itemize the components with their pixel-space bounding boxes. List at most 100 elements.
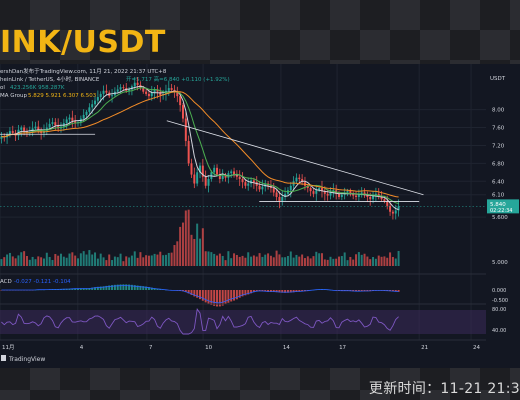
trendline [166,120,424,196]
candle-body [85,111,88,115]
volume-bar [85,254,88,266]
macd-bar [139,285,142,290]
macd-bar [216,290,219,307]
candle-body [176,92,179,97]
price-tick-label: 8.00 [492,108,505,114]
macd-bar [272,290,275,293]
volume-bar [128,257,131,266]
volume-bars [0,209,400,266]
candle-body [190,163,193,175]
rsi-axis: 80.00 40.00 [492,307,506,334]
candle-body [338,193,340,197]
macd-bar [99,286,102,290]
volume-bar [68,253,71,266]
candle-body [389,205,392,212]
candle-body [391,211,394,214]
volume-bar [329,256,332,266]
macd-bar [145,286,148,290]
candle-body [309,188,312,192]
candle-body [170,88,173,90]
candle-body [207,179,210,186]
candle-body [204,176,207,186]
candle-body [386,201,389,206]
volume-bar [380,256,383,266]
rsi-path [1,308,399,335]
price-tick-label: 7.60 [492,126,505,132]
volume-bar [298,256,301,266]
macd-bar [85,288,88,290]
legend-volume-label: ol [0,85,5,91]
volume-bar [40,257,43,266]
macd-histogram [0,284,400,307]
tradingview-logo-icon [1,355,6,361]
volume-bar [320,253,323,266]
macd-bar [244,290,247,296]
macd-bar [241,290,244,297]
volume-bar [323,259,326,266]
volume-bar [176,241,179,266]
volume-bar [122,261,125,266]
volume-bar [136,257,139,266]
volume-bar [377,255,380,266]
candle-body [352,193,355,196]
macd-bar [289,290,292,293]
candle-body [380,196,383,200]
volume-bar [363,253,366,266]
macd-bar [91,287,94,290]
candle-body [68,117,71,120]
candle-body [281,196,284,202]
volume-bar [153,253,156,266]
macd-bar [136,285,139,290]
candle-body [329,192,332,196]
moving-averages [1,85,399,211]
legend-line-publisher: ershDan发布于TradingView.com, 11月 21, 2022 … [0,67,167,75]
volume-bar [145,255,148,266]
volume-bar [31,256,34,266]
macd-bar [201,290,204,301]
candle-body [23,127,26,132]
volume-bar [17,255,20,266]
volume-bar [369,259,372,266]
price-tick-label: 6.80 [492,161,505,167]
candle-body [349,191,352,194]
candlestick-chart[interactable]: ershDan发布于TradingView.com, 11月 21, 2022 … [0,64,520,368]
macd-bar [355,290,358,292]
volume-bar [119,253,122,266]
candle-body [196,172,199,184]
candle-body [0,136,3,139]
candle-body [111,95,114,97]
macd-bar [269,290,272,293]
tradingview-chart-panel[interactable]: ershDan发布于TradingView.com, 11月 21, 2022 … [0,64,520,368]
candle-body [258,185,261,190]
macd-bar [204,290,207,303]
volume-bar [224,260,227,266]
candle-body [312,191,315,194]
volume-bar [261,256,264,266]
candle-body [94,100,97,105]
macd-bar [184,290,187,293]
volume-bar [91,254,94,266]
pair-title: INK/USDT [0,25,166,60]
macd-bar [102,286,105,290]
volume-bar [306,256,309,266]
macd-bar [147,287,150,290]
candle-body [383,199,386,202]
time-tick-label: 14 [283,345,290,351]
volume-bar [374,258,377,266]
legend-ma-label: MA Group [0,93,28,99]
candle-body [301,179,304,183]
volume-bar [142,257,145,266]
candle-body [394,210,397,214]
volume-bar [57,255,60,266]
volume-bar [315,251,318,266]
macd-bar [82,288,85,290]
macd-bar [238,290,241,298]
volume-bar [204,251,207,266]
macd-bar [252,290,255,293]
volume-bar [23,251,26,266]
macd-bar [264,290,267,292]
candle-body [216,167,219,175]
volume-bar [332,258,335,266]
time-tick-label: 21 [421,345,428,351]
macd-bar [108,285,111,290]
